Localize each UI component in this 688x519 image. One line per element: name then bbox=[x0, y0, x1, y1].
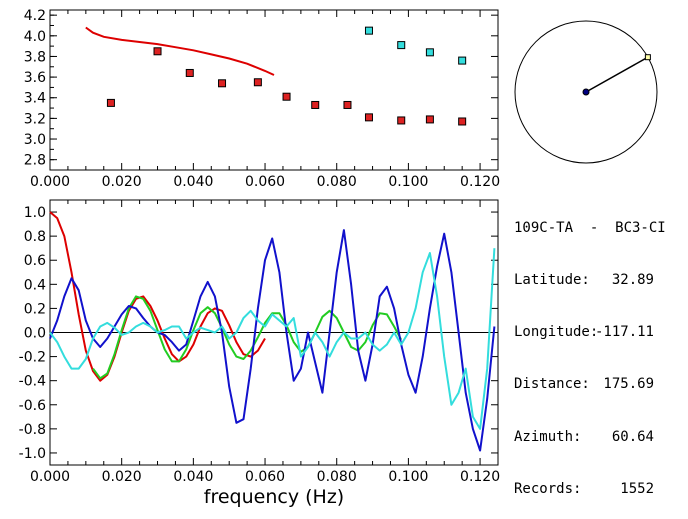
y-tick-label: -0.8 bbox=[19, 422, 46, 438]
station-name: 109C-TA - BC3-CI bbox=[514, 219, 666, 236]
x-tick-label: 0.040 bbox=[173, 174, 213, 190]
records-value: 1552 bbox=[620, 480, 654, 497]
correlation-plot: 0.000 0.020 0.040 0.060 0.080 0.100 0.120 1.0 0.… bbox=[19, 199, 500, 508]
longitude-label: Longitude: bbox=[514, 324, 599, 341]
red-marker bbox=[185, 68, 194, 77]
y-tick-label: 3.6 bbox=[24, 70, 46, 86]
cyan-marker bbox=[458, 56, 467, 65]
station-info-panel: 109C-TA - BC3-CI Latitude: 32.89 Longitud… bbox=[514, 185, 688, 516]
azimuth-needle bbox=[585, 56, 649, 93]
x-tick-label: 0.000 bbox=[30, 469, 70, 485]
y-tick-label: -1.0 bbox=[19, 446, 46, 462]
x-tick-label: 0.120 bbox=[460, 174, 500, 190]
red-marker bbox=[218, 79, 227, 88]
cyan-marker bbox=[364, 26, 373, 35]
red-marker bbox=[311, 100, 320, 109]
azimuth-value: 60.64 bbox=[611, 428, 654, 445]
distance-value: 175.69 bbox=[603, 376, 654, 393]
azimuth-circle bbox=[514, 20, 658, 164]
red-marker bbox=[458, 117, 467, 126]
red-marker bbox=[397, 116, 406, 125]
y-tick-label: 0.6 bbox=[24, 253, 46, 269]
y-tick-label: 4.2 bbox=[24, 8, 46, 24]
y-tick-label: -0.2 bbox=[19, 350, 46, 366]
azimuth-polar-plot bbox=[514, 20, 658, 164]
records-label: Records: bbox=[514, 480, 582, 497]
x-tick-label: 0.080 bbox=[317, 469, 357, 485]
cyan-marker bbox=[425, 48, 434, 57]
y-tick-label: -0.4 bbox=[19, 374, 46, 390]
plot-frame bbox=[49, 9, 499, 171]
x-tick-label: 0.040 bbox=[173, 469, 213, 485]
latitude-value: 32.89 bbox=[611, 272, 654, 289]
x-tick-label: 0.000 bbox=[30, 174, 70, 190]
azimuth-tip-marker bbox=[644, 54, 651, 61]
x-tick-label: 0.020 bbox=[102, 174, 142, 190]
red-marker bbox=[106, 98, 115, 107]
dispersion-curve bbox=[85, 26, 275, 76]
y-tick-label: 3.8 bbox=[24, 49, 46, 65]
red-marker bbox=[282, 92, 291, 101]
longitude-row: Longitude:-117.11 bbox=[514, 324, 688, 341]
y-tick-label: 4.0 bbox=[24, 29, 46, 45]
red-marker bbox=[425, 115, 434, 124]
y-tick-label: 0.8 bbox=[24, 229, 46, 245]
distance-label: Distance: bbox=[514, 376, 590, 393]
x-tick-label: 0.100 bbox=[388, 174, 428, 190]
cyan-series-line bbox=[49, 248, 496, 430]
green-series-line bbox=[92, 295, 403, 380]
y-tick-label: 0.4 bbox=[24, 277, 46, 293]
longitude-value: -117.11 bbox=[594, 324, 654, 341]
y-tick-label: -0.6 bbox=[19, 398, 46, 414]
records-row: Records: 1552 bbox=[514, 481, 688, 498]
red-marker bbox=[364, 113, 373, 122]
center-point bbox=[582, 88, 590, 96]
red-marker bbox=[343, 100, 352, 109]
x-tick-label: 0.060 bbox=[245, 469, 285, 485]
y-tick-label: 3.2 bbox=[24, 111, 46, 127]
distance-row: Distance: 175.69 bbox=[514, 376, 688, 393]
cyan-marker bbox=[397, 41, 406, 50]
red-series-line bbox=[49, 211, 266, 382]
red-marker bbox=[253, 78, 262, 87]
y-tick-label: 2.8 bbox=[24, 153, 46, 169]
blue-series-line bbox=[49, 229, 496, 452]
y-tick-label: 1.0 bbox=[24, 205, 46, 221]
azimuth-row: Azimuth: 60.64 bbox=[514, 429, 688, 446]
azimuth-label: Azimuth: bbox=[514, 428, 582, 445]
x-tick-label: 0.080 bbox=[317, 174, 357, 190]
y-tick-label: 0.0 bbox=[24, 326, 46, 342]
red-marker bbox=[153, 47, 162, 56]
x-tick-label: 0.060 bbox=[245, 174, 285, 190]
y-tick-label: 3.4 bbox=[24, 91, 46, 107]
x-axis-label: frequency (Hz) bbox=[204, 486, 344, 508]
x-tick-label: 0.020 bbox=[102, 469, 142, 485]
dispersion-plot: 0.000 0.020 0.040 0.060 0.080 0.100 0.120 2.8 3.… bbox=[24, 8, 500, 190]
y-tick-label: 3.0 bbox=[24, 132, 46, 148]
y-tick-label: 0.2 bbox=[24, 301, 46, 317]
latitude-row: Latitude: 32.89 bbox=[514, 272, 688, 289]
latitude-label: Latitude: bbox=[514, 272, 590, 289]
x-tick-label: 0.100 bbox=[388, 469, 428, 485]
x-tick-label: 0.120 bbox=[460, 469, 500, 485]
